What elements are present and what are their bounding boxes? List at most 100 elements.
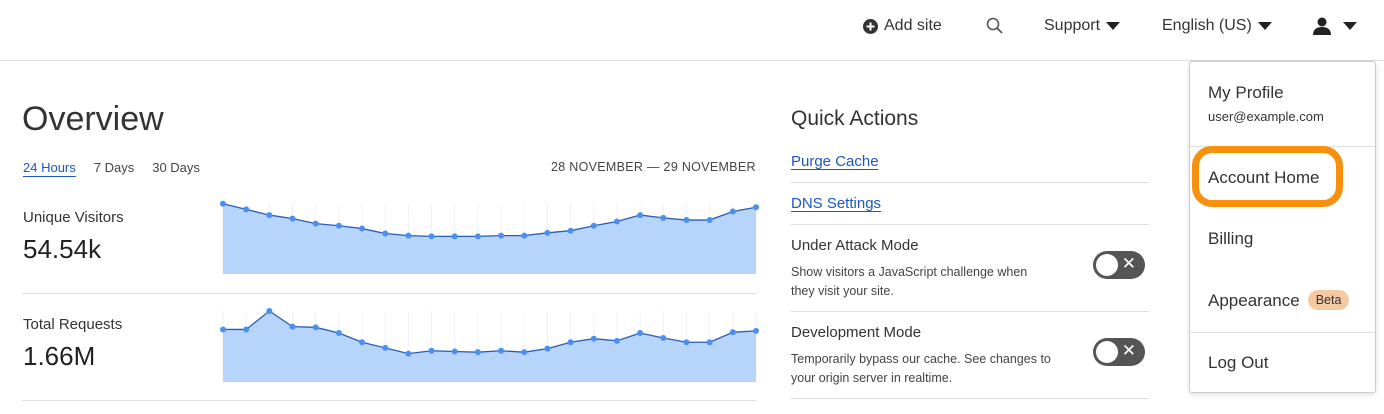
date-range: 28 NOVEMBER — 29 NOVEMBER: [551, 160, 756, 174]
data-point: [266, 308, 273, 314]
support-label: Support: [1044, 17, 1101, 34]
data-point: [405, 232, 412, 239]
under-attack-title: Under Attack Mode: [791, 237, 919, 254]
purge-cache-link[interactable]: Purge Cache: [791, 153, 879, 170]
menu-item-billing[interactable]: Billing: [1208, 229, 1254, 248]
beta-badge: Beta: [1307, 290, 1350, 310]
dev-mode-desc: Temporarily bypass our cache. See change…: [791, 352, 1051, 385]
add-site-label: Add site: [884, 17, 942, 34]
top-nav: Add site Support English (US): [0, 0, 1384, 61]
user-menu-button[interactable]: [1313, 17, 1357, 35]
data-point: [521, 349, 528, 356]
divider: [1190, 332, 1375, 333]
time-range-tabs: 24 Hours 7 Days 30 Days: [23, 160, 200, 175]
data-point: [753, 204, 759, 211]
data-point: [521, 232, 528, 239]
data-point: [335, 222, 342, 229]
caret-down-icon: [1343, 22, 1357, 30]
data-point: [590, 335, 597, 342]
data-point: [683, 217, 690, 224]
metric-unique-visitors: Unique Visitors 54.54k: [23, 209, 124, 265]
data-point: [382, 230, 389, 237]
divider: [791, 311, 1149, 312]
plus-circle-icon: [863, 18, 878, 34]
data-point: [660, 214, 667, 221]
metric-value: 54.54k: [23, 234, 102, 264]
dev-mode-title: Development Mode: [791, 324, 922, 341]
data-point: [312, 220, 319, 227]
data-point: [474, 349, 481, 356]
user-dropdown-menu: My Profile user@example.com Account Home…: [1189, 61, 1376, 393]
data-point: [544, 345, 551, 352]
data-point: [289, 215, 296, 222]
data-point: [243, 206, 250, 213]
tab-7-days[interactable]: 7 Days: [93, 160, 135, 175]
metric-total-requests: Total Requests 1.66M: [23, 316, 122, 372]
data-point: [498, 232, 505, 239]
menu-item-log-out[interactable]: Log Out: [1208, 353, 1269, 372]
data-point: [590, 222, 597, 229]
dev-mode-toggle[interactable]: ✕: [1093, 338, 1145, 366]
caret-down-icon: [1257, 22, 1272, 30]
data-point: [266, 212, 273, 219]
data-point: [359, 339, 366, 346]
divider: [791, 398, 1149, 399]
user-icon: [1313, 17, 1331, 35]
data-point: [567, 227, 574, 234]
dns-settings-link[interactable]: DNS Settings: [791, 195, 882, 212]
close-icon: ✕: [1121, 341, 1136, 360]
data-point: [706, 339, 713, 346]
area-fill: [223, 203, 756, 274]
quick-actions-title: Quick Actions: [791, 107, 919, 130]
metric-value: 1.66M: [23, 341, 96, 371]
data-point: [428, 347, 435, 354]
add-site-button[interactable]: Add site: [863, 17, 942, 35]
data-point: [382, 344, 389, 351]
caret-down-icon: [1106, 22, 1121, 30]
divider: [791, 182, 1149, 183]
data-point: [729, 329, 736, 336]
data-point: [544, 229, 551, 236]
data-point: [753, 327, 759, 334]
divider: [22, 293, 756, 294]
data-point: [637, 212, 644, 219]
data-point: [220, 326, 226, 333]
divider: [22, 400, 756, 401]
data-point: [498, 347, 505, 354]
tab-30-days[interactable]: 30 Days: [152, 160, 200, 175]
page-title: Overview: [22, 100, 164, 138]
data-point: [359, 225, 366, 232]
support-dropdown[interactable]: Support: [1044, 17, 1121, 35]
data-point: [243, 326, 250, 333]
menu-item-my-profile[interactable]: My Profile: [1208, 83, 1284, 102]
area-fill: [223, 311, 756, 382]
data-point: [428, 233, 435, 240]
data-point: [706, 217, 713, 224]
close-icon: ✕: [1121, 254, 1136, 273]
data-point: [637, 330, 644, 337]
metric-label: Unique Visitors: [23, 209, 124, 226]
data-point: [451, 233, 458, 240]
tab-24-hours[interactable]: 24 Hours: [23, 160, 76, 175]
metric-label: Total Requests: [23, 316, 123, 333]
data-point: [474, 233, 481, 240]
search-button[interactable]: [986, 17, 1004, 35]
user-email: user@example.com: [1208, 109, 1324, 124]
highlight-ring: [1192, 146, 1343, 207]
data-point: [405, 350, 412, 357]
unique-visitors-chart: [220, 200, 759, 274]
appearance-label: Appearance: [1208, 291, 1300, 310]
search-icon: [986, 17, 1003, 34]
under-attack-desc: Show visitors a JavaScript challenge whe…: [791, 265, 1028, 298]
data-point: [613, 337, 620, 344]
menu-item-account-home[interactable]: Account Home: [1208, 168, 1320, 187]
series-line: [223, 310, 757, 355]
language-dropdown[interactable]: English (US): [1162, 17, 1272, 35]
data-point: [660, 334, 667, 341]
language-label: English (US): [1162, 17, 1252, 34]
data-point: [613, 218, 620, 225]
under-attack-toggle[interactable]: ✕: [1093, 251, 1145, 279]
divider: [791, 224, 1149, 225]
menu-item-appearance[interactable]: Appearance Beta: [1208, 290, 1350, 311]
data-point: [683, 339, 690, 346]
